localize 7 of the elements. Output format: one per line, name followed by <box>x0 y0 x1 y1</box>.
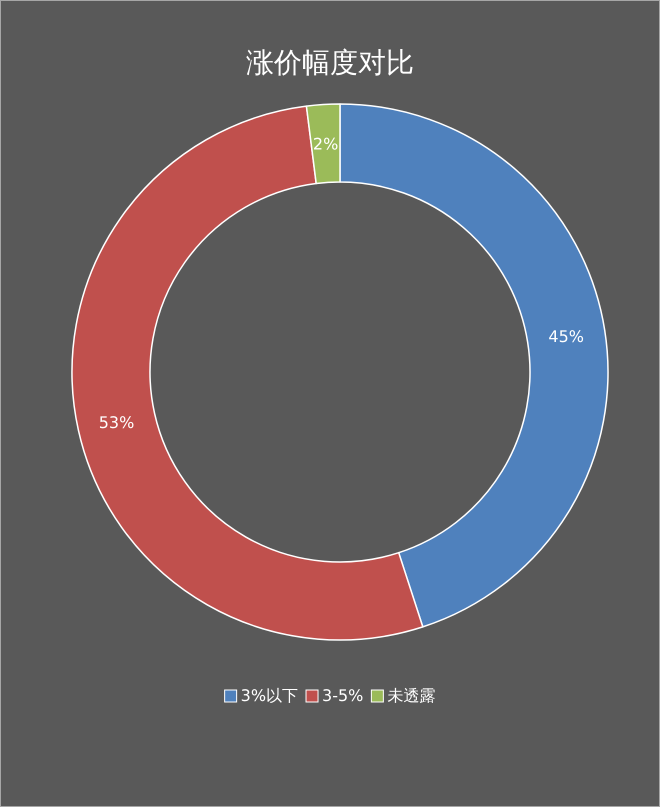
chart-title: 涨价幅度对比 <box>246 46 414 79</box>
data-label: 53% <box>98 412 134 432</box>
legend-label: 未透露 <box>387 686 436 705</box>
data-label: 45% <box>548 327 584 346</box>
data-label: 2% <box>312 134 338 154</box>
legend-label: 3%以下 <box>240 686 298 705</box>
legend-label: 3-5% <box>322 686 364 705</box>
